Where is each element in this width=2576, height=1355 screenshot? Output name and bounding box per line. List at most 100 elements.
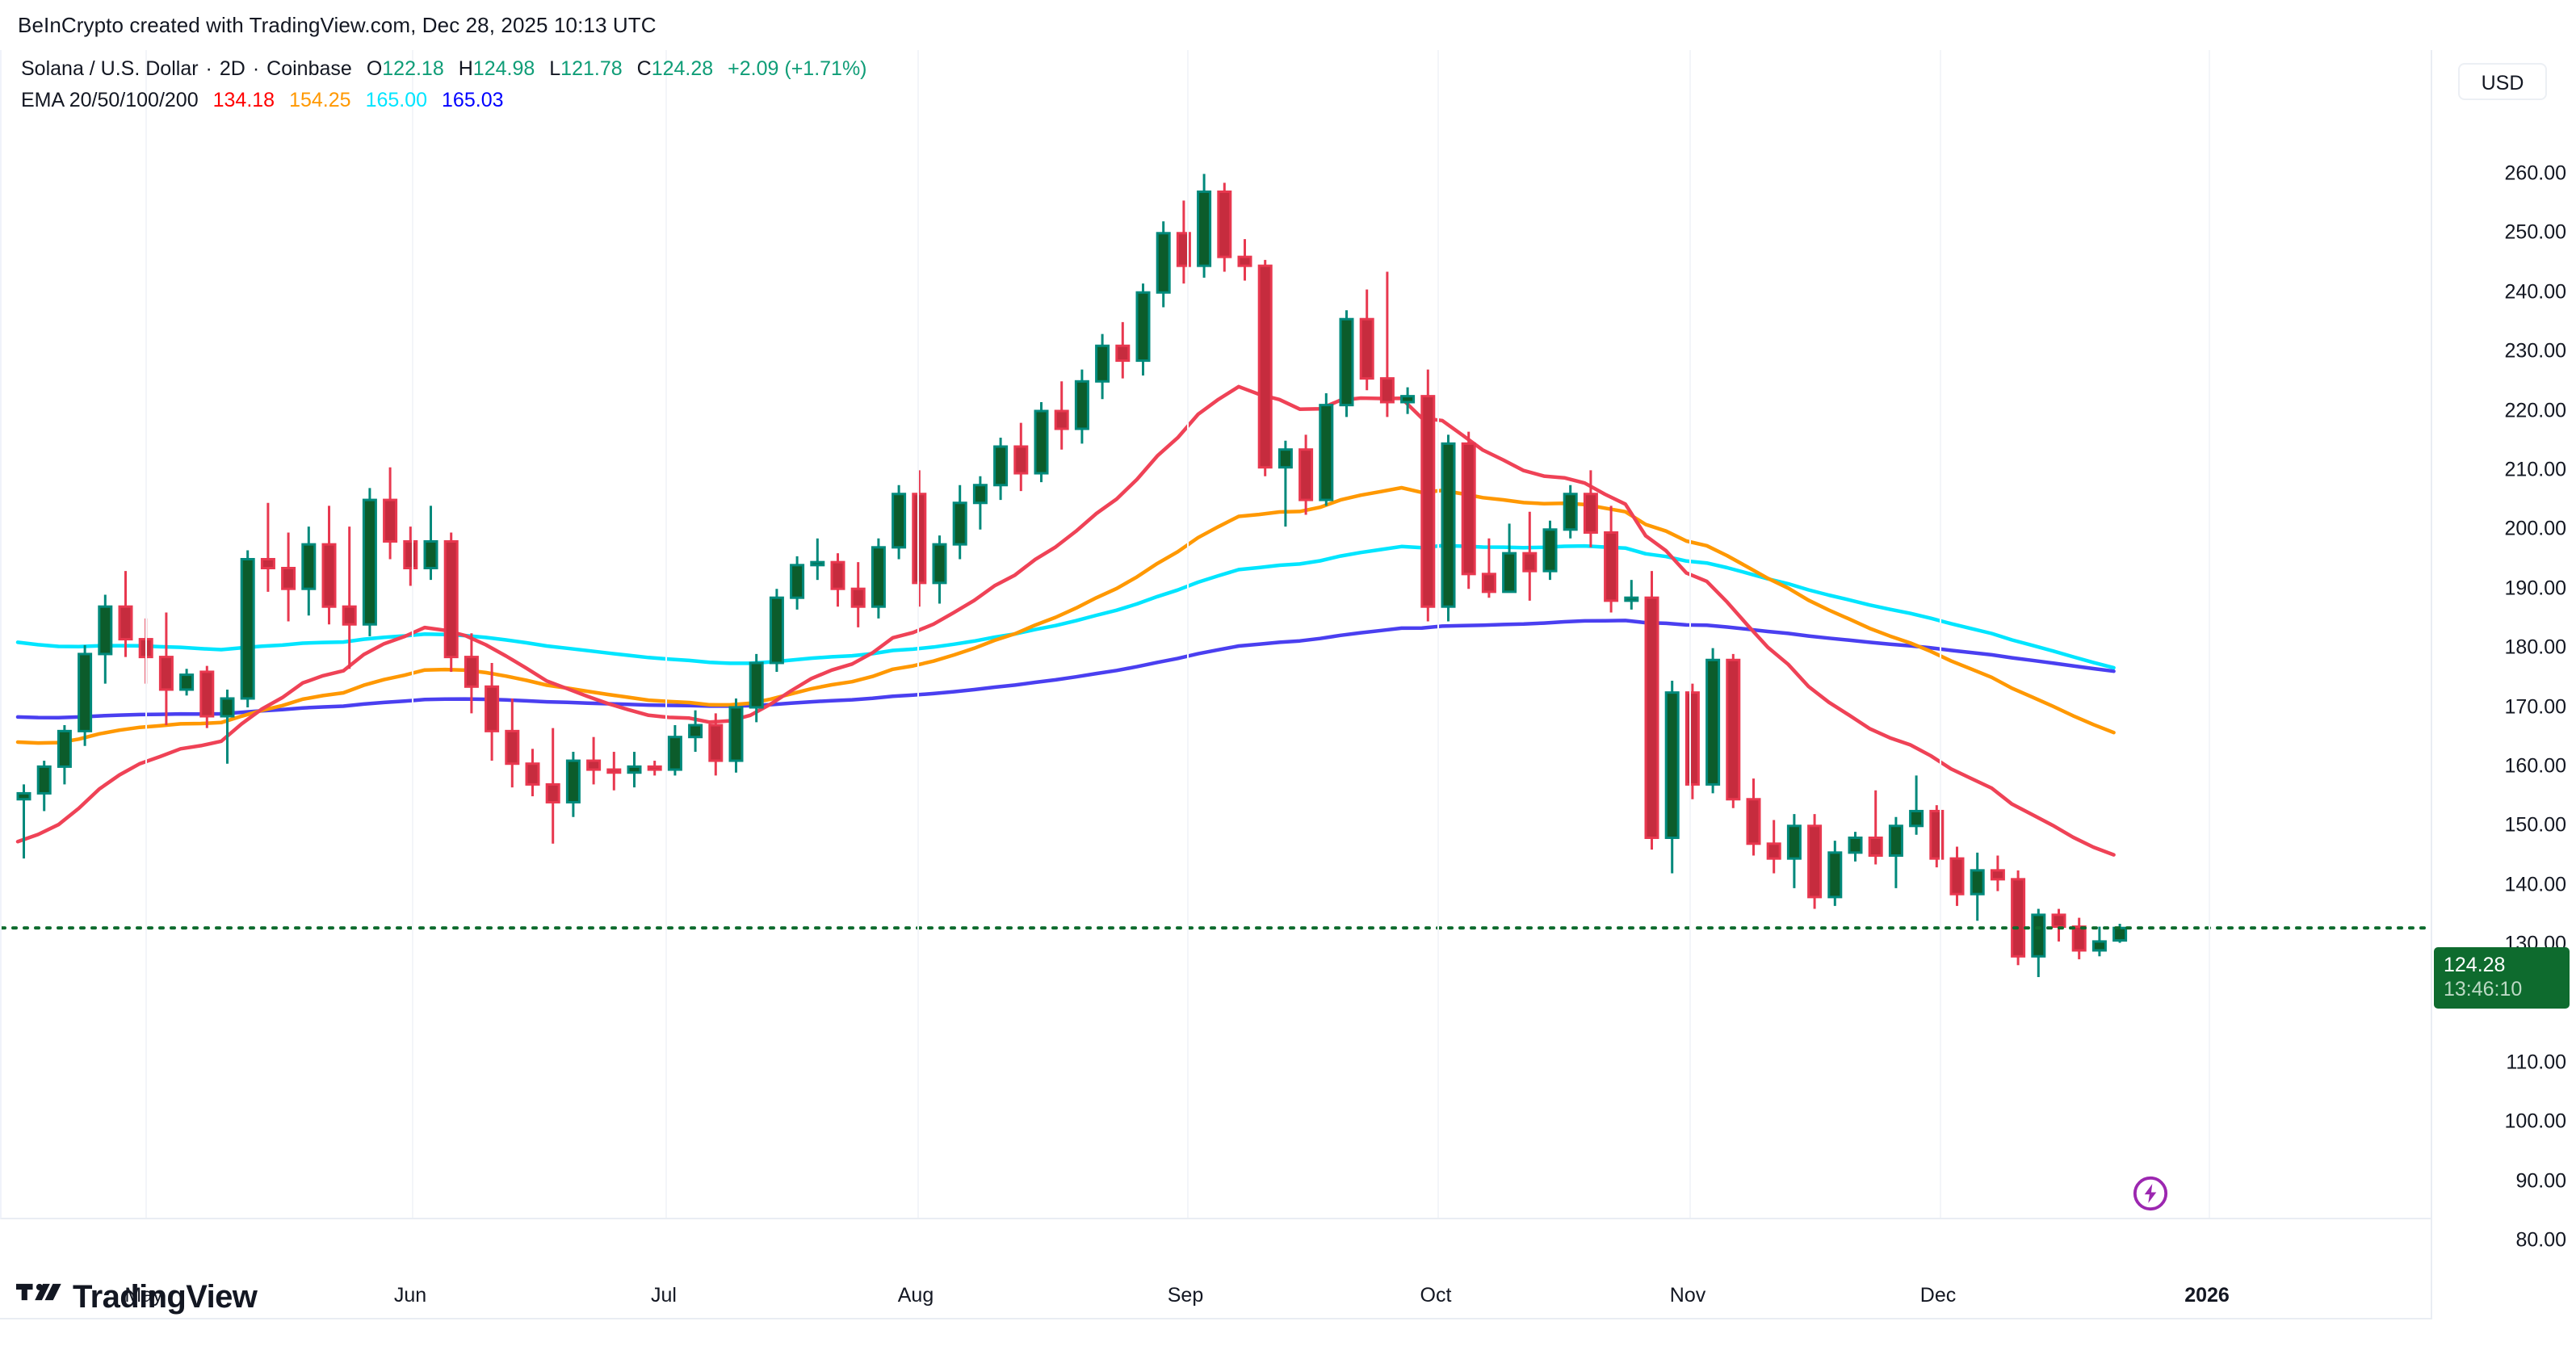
candle-body <box>485 685 500 732</box>
candle-body <box>1644 596 1659 839</box>
price-tick: 180.00 <box>2504 636 2566 659</box>
candle-body <box>1176 232 1191 267</box>
candle-body <box>1420 395 1436 608</box>
time-tick: Dec <box>1919 1284 1957 1307</box>
candle-body <box>443 539 459 659</box>
candle-body <box>1197 190 1212 267</box>
month-gridline <box>1437 50 1439 1218</box>
candle-body <box>627 765 642 774</box>
candle-body <box>1257 264 1273 469</box>
candle-body <box>1664 691 1680 839</box>
candle-body <box>810 560 825 567</box>
candle-body <box>1705 658 1721 786</box>
time-tick: Sep <box>1167 1284 1204 1307</box>
candle-body <box>2051 913 2066 929</box>
time-tick: Aug <box>897 1284 934 1307</box>
candle-body <box>1786 824 1802 860</box>
candle-body <box>586 759 602 771</box>
candle-body <box>1990 869 2005 881</box>
candle-body <box>1684 691 1700 786</box>
time-tick: Jun <box>393 1284 427 1307</box>
candle-body <box>158 656 174 691</box>
candle-body <box>647 765 662 771</box>
chart-plot-area[interactable] <box>2 50 2431 1218</box>
bar-countdown: 13:46:10 <box>2444 978 2523 1001</box>
candle-body <box>301 543 317 590</box>
candle-body <box>525 762 540 786</box>
candle-body <box>708 724 724 762</box>
time-tick: Nov <box>1669 1284 1706 1307</box>
price-tick: 220.00 <box>2504 399 2566 422</box>
price-axis[interactable]: USD 260.00 250.00 240.00 230.00 220.00 210.00… <box>2431 50 2576 1319</box>
candle-body <box>1298 448 1314 501</box>
price-tick: 110.00 <box>2506 1051 2566 1074</box>
current-price-tag[interactable]: 124.28 13:46:10 <box>2434 947 2570 1009</box>
candle-body <box>1868 836 1883 857</box>
price-tick: 250.00 <box>2504 220 2566 244</box>
candle-body <box>667 736 682 771</box>
price-tick: 260.00 <box>2504 162 2566 185</box>
candle-body <box>1400 395 1416 404</box>
price-tick: 210.00 <box>2504 458 2566 481</box>
candle-body <box>1502 552 1517 594</box>
month-gridline <box>1940 50 1941 1218</box>
candle-body <box>1156 232 1171 294</box>
candle-body <box>1970 869 1985 896</box>
candle-body <box>1563 493 1578 531</box>
candle-body <box>790 564 805 599</box>
candle-body <box>179 673 195 691</box>
candle-body <box>749 661 764 709</box>
candle-body <box>993 445 1009 487</box>
candle-body <box>1359 317 1374 380</box>
candle-body <box>1807 824 1823 899</box>
candle-body <box>2112 926 2128 942</box>
attribution-bar: BeInCrypto created with TradingView.com,… <box>0 0 2576 50</box>
candle-body <box>2031 913 2046 958</box>
month-gridline <box>2209 50 2210 1218</box>
candle-body <box>260 557 275 569</box>
time-tick: 2026 <box>2184 1284 2230 1307</box>
ema-50-line <box>15 485 2116 745</box>
candle-body <box>362 498 377 626</box>
lightning-bolt-icon[interactable] <box>2132 1175 2169 1216</box>
candlestick-svg <box>2 174 2431 977</box>
price-tick: 160.00 <box>2504 754 2566 778</box>
month-gridline <box>145 50 147 1218</box>
month-gridline <box>917 50 919 1218</box>
price-tick: 190.00 <box>2504 577 2566 600</box>
candle-body <box>1848 836 1863 854</box>
attribution-text: BeInCrypto created with TradingView.com,… <box>18 12 657 37</box>
candle-body <box>1034 409 1049 475</box>
month-gridline <box>665 50 667 1218</box>
candle-body <box>1583 493 1598 534</box>
candle-body <box>972 484 988 505</box>
candle-body <box>1481 573 1496 594</box>
candle-body <box>383 498 398 543</box>
candle-body <box>545 782 560 803</box>
tradingview-logo-icon <box>16 1283 61 1300</box>
candle-body <box>1909 809 1924 828</box>
ema-200-line <box>15 619 2116 719</box>
candle-body <box>281 567 296 590</box>
candle-body <box>892 493 907 549</box>
chart-pane[interactable]: Solana / U.S. Dollar · 2D · Coinbase O 12… <box>0 50 2431 1219</box>
price-tick: 240.00 <box>2504 280 2566 304</box>
candle-body <box>1441 442 1456 608</box>
candle-body <box>342 605 357 626</box>
candle-body <box>321 543 337 608</box>
time-tick: May <box>124 1284 163 1307</box>
candle-body <box>98 605 113 656</box>
candle-body <box>57 729 72 768</box>
candle-body <box>830 560 845 590</box>
candle-body <box>1624 596 1639 602</box>
currency-badge[interactable]: USD <box>2458 63 2547 100</box>
candle-body <box>1095 344 1110 383</box>
time-tick: Oct <box>1420 1284 1452 1307</box>
candle-body <box>688 724 703 739</box>
time-axis[interactable]: May Jun Jul Aug Sep Oct Nov Dec 2026 <box>0 1269 2431 1319</box>
candle-body <box>1522 552 1538 573</box>
ema-lines-group <box>15 384 2116 857</box>
candle-body <box>1746 798 1761 845</box>
candle-body <box>1054 409 1069 430</box>
